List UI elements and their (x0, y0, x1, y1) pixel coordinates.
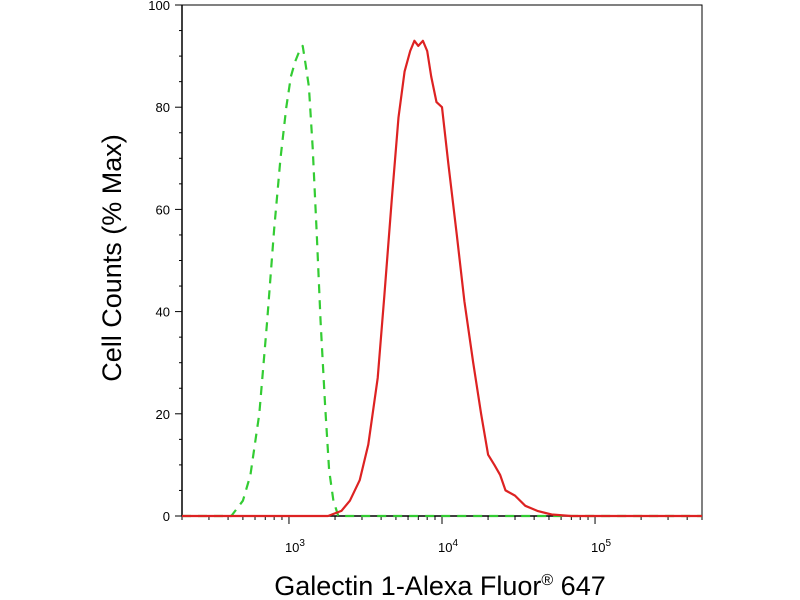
histogram-series-1 (182, 44, 702, 518)
x-axis-label-main: Galectin 1-Alexa Fluor (274, 571, 541, 600)
x-tick-label: 103 (285, 538, 305, 555)
plot-frame (181, 4, 703, 517)
y-tick-label: 60 (156, 202, 170, 217)
series-layer (182, 39, 702, 518)
y-tick-label: 20 (156, 407, 170, 422)
y-tick-label: 80 (156, 100, 170, 115)
y-axis-ticks: 0 20 40 60 80 100 (148, 0, 182, 524)
x-tick-label: 104 (438, 538, 458, 555)
x-axis-label: Galectin 1-Alexa Fluor® 647 (274, 571, 605, 600)
y-axis-label: Cell Counts (% Max) (97, 134, 127, 382)
x-tick-exponent: 3 (299, 538, 305, 549)
x-axis-ticks: 103 104 105 (181, 516, 703, 555)
x-tick-exponent: 4 (452, 538, 458, 549)
y-tick-label: 0 (163, 509, 170, 524)
axes (181, 4, 703, 517)
x-tick-base: 10 (438, 540, 452, 555)
x-tick-base: 10 (285, 540, 299, 555)
x-tick-label: 105 (591, 538, 611, 555)
histogram-series-2 (182, 39, 702, 518)
x-tick-base: 10 (591, 540, 605, 555)
y-tick-label: 100 (148, 0, 170, 13)
x-tick-exponent: 5 (605, 538, 611, 549)
y-tick-label: 40 (156, 305, 170, 320)
x-axis-label-tail: 647 (553, 571, 606, 600)
x-axis-label-registered: ® (541, 572, 553, 589)
